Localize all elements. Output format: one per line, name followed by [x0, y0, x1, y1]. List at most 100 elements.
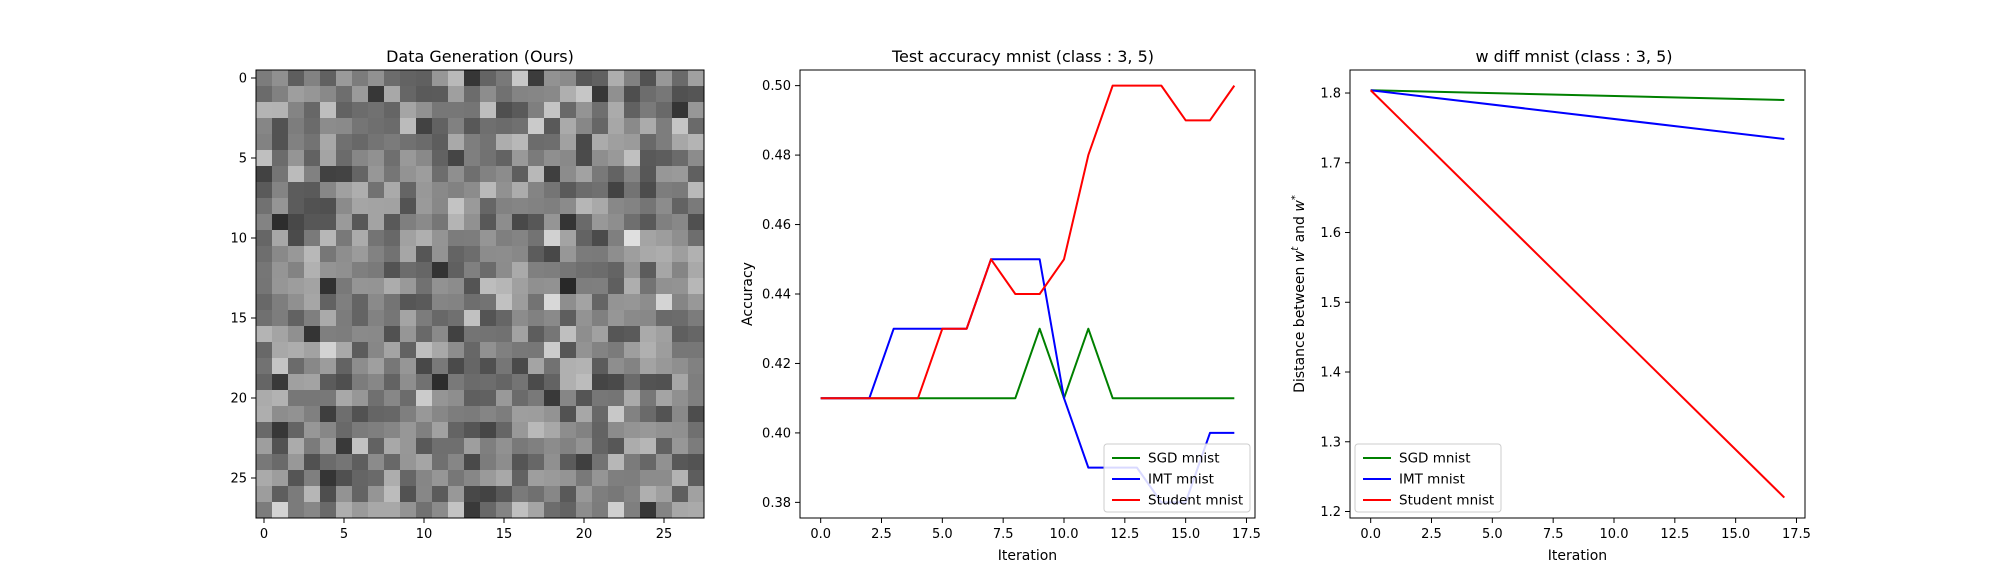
heatmap-cell [480, 86, 497, 103]
heatmap-cell [672, 230, 689, 247]
heatmap-cell [640, 118, 657, 135]
heatmap-cell [640, 214, 657, 231]
heatmap-cell [656, 454, 673, 471]
heatmap-y-tick-label: 15 [230, 312, 247, 327]
heatmap-cell [544, 150, 561, 167]
heatmap-cell [496, 70, 513, 87]
heatmap-cell [640, 198, 657, 215]
heatmap-cell [480, 262, 497, 279]
heatmap-cell [544, 102, 561, 119]
heatmap-cell [496, 358, 513, 375]
heatmap-cell [592, 422, 609, 439]
heatmap-y-tick-label: 25 [230, 472, 247, 487]
heatmap-cell [608, 86, 625, 103]
heatmap-cell [272, 134, 289, 151]
heatmap-cell [512, 134, 529, 151]
heatmap-cell [256, 102, 273, 119]
wdiff-y-label: Distance between wt and w* [1290, 195, 1308, 393]
heatmap-cell [544, 70, 561, 87]
heatmap-cell [528, 150, 545, 167]
heatmap-cell [400, 358, 417, 375]
heatmap-cell [672, 150, 689, 167]
heatmap-cell [448, 118, 465, 135]
heatmap-cell [480, 358, 497, 375]
heatmap-cell [384, 230, 401, 247]
heatmap-cell [416, 166, 433, 183]
heatmap-cell [496, 502, 513, 519]
heatmap-cell [624, 86, 641, 103]
heatmap-cell [480, 182, 497, 199]
heatmap-cell [688, 278, 705, 295]
heatmap-cell [384, 102, 401, 119]
heatmap-cell [576, 230, 593, 247]
heatmap-cell [448, 246, 465, 263]
heatmap-cell [560, 390, 577, 407]
heatmap-cell [400, 374, 417, 391]
heatmap-cell [368, 134, 385, 151]
heatmap-cell [288, 294, 305, 311]
heatmap-cell [448, 342, 465, 359]
heatmap-cell [336, 342, 353, 359]
heatmap-cell [528, 406, 545, 423]
heatmap-cell [304, 198, 321, 215]
heatmap-cell [352, 310, 369, 327]
heatmap-cell [672, 166, 689, 183]
heatmap-cell [576, 166, 593, 183]
heatmap-cell [320, 486, 337, 503]
heatmap-cell [368, 198, 385, 215]
heatmap-cell [272, 198, 289, 215]
heatmap-cell [400, 262, 417, 279]
heatmap-cell [528, 470, 545, 487]
heatmap-cell [256, 214, 273, 231]
heatmap-cell [288, 438, 305, 455]
heatmap-cell [672, 118, 689, 135]
heatmap-cell [352, 182, 369, 199]
heatmap-cell [432, 198, 449, 215]
heatmap-cell [384, 134, 401, 151]
heatmap-cell [272, 230, 289, 247]
heatmap-cell [304, 438, 321, 455]
heatmap-cell [512, 278, 529, 295]
heatmap-cell [320, 310, 337, 327]
heatmap-cell [416, 278, 433, 295]
heatmap-cell [432, 438, 449, 455]
heatmap-cell [560, 422, 577, 439]
heatmap-cell [432, 454, 449, 471]
wdiff-legend: SGD mnist IMT mnist Student mnist [1354, 443, 1502, 513]
heatmap-cell [352, 150, 369, 167]
heatmap-cell [656, 182, 673, 199]
heatmap-cell [368, 502, 385, 519]
heatmap-x-tick-label: 15 [496, 527, 513, 542]
heatmap-cell [544, 406, 561, 423]
heatmap-cell [688, 390, 705, 407]
heatmap-cell [448, 438, 465, 455]
heatmap-cell [672, 278, 689, 295]
heatmap-cell [336, 374, 353, 391]
heatmap-cell [464, 358, 481, 375]
heatmap-cell [304, 326, 321, 343]
heatmap-cell [528, 102, 545, 119]
heatmap-cell [352, 214, 369, 231]
heatmap-cell [288, 486, 305, 503]
heatmap-cell [528, 454, 545, 471]
wdiff-series-lines [1369, 89, 1786, 499]
heatmap-cell [432, 310, 449, 327]
heatmap-cell [368, 358, 385, 375]
heatmap-cell [288, 470, 305, 487]
heatmap-cell [288, 118, 305, 135]
heatmap-y-tick-label: 10 [230, 232, 247, 247]
heatmap-cell [544, 470, 561, 487]
heatmap-cell [432, 470, 449, 487]
heatmap-cell [528, 70, 545, 87]
heatmap-cell [416, 310, 433, 327]
heatmap-cell [272, 70, 289, 87]
heatmap-cell [304, 374, 321, 391]
heatmap-cell [624, 214, 641, 231]
heatmap-cell [304, 118, 321, 135]
heatmap-cell [576, 454, 593, 471]
heatmap-cell [496, 454, 513, 471]
heatmap-cell [608, 134, 625, 151]
heatmap-cell [512, 310, 529, 327]
heatmap-cell [688, 150, 705, 167]
heatmap-cell [624, 390, 641, 407]
